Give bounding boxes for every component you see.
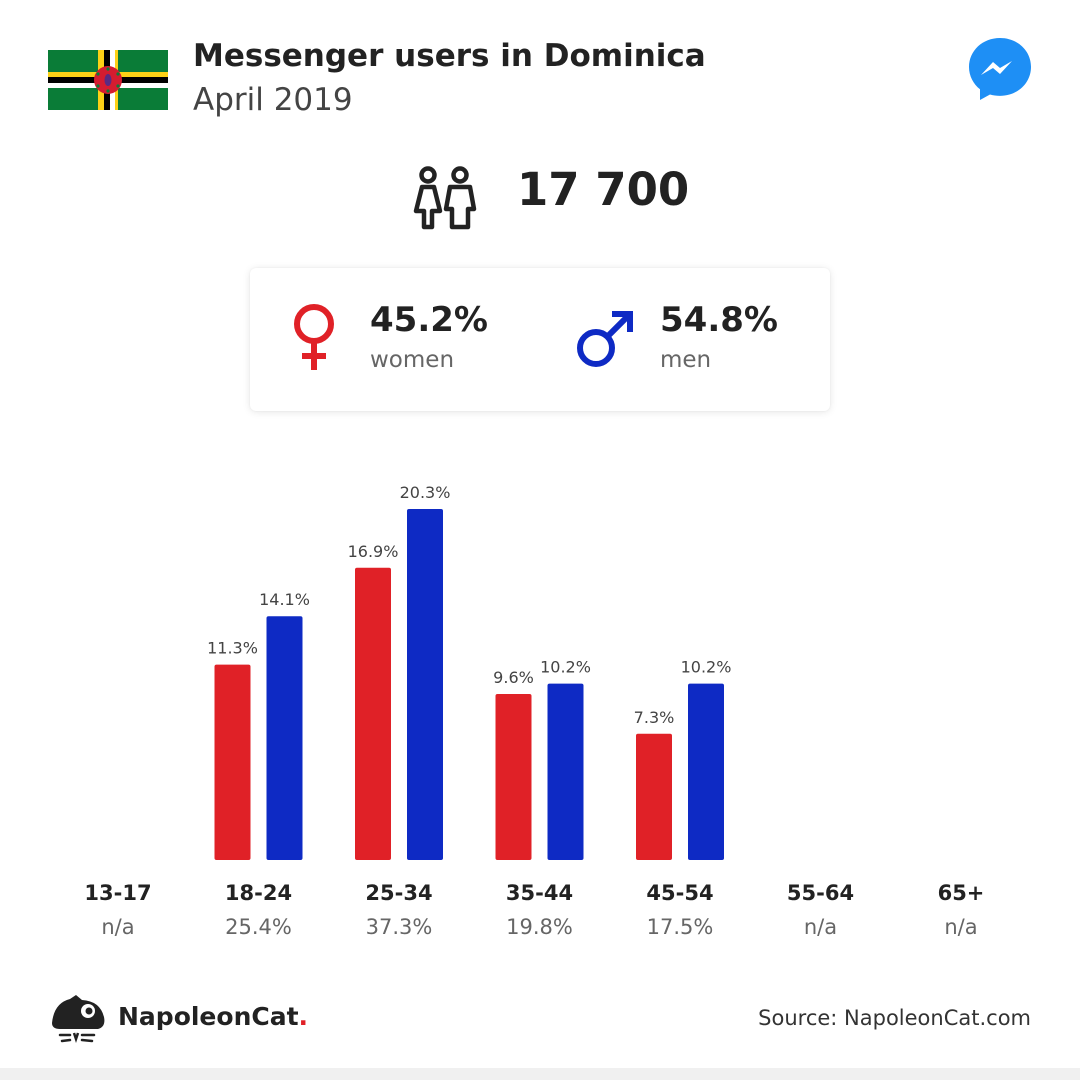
brand-name: NapoleonCat. [118, 1002, 309, 1031]
gender-card [250, 268, 830, 411]
bar-25-34-men [407, 509, 443, 860]
bar-45-54-women [636, 733, 672, 860]
dominica-flag-icon [48, 50, 168, 110]
bar-25-34-women [355, 567, 391, 860]
age-distribution-chart: 13-17 n/a 11.3% 14.1% 18-24 25.4% 16.9% 20.3% 25… [84, 483, 985, 939]
female-icon [294, 304, 334, 370]
bar-35-44-women [495, 694, 532, 860]
bar-value-label: 14.1% [259, 590, 310, 609]
bar-value-label: 11.3% [207, 639, 258, 658]
napoleoncat-logo [52, 995, 105, 1043]
bar-value-label: 16.9% [348, 542, 399, 561]
category-total-label: n/a [804, 915, 837, 939]
category-total-label: 17.5% [647, 915, 714, 939]
bar-18-24-women [214, 664, 251, 860]
women-percentage: 45.2% [370, 300, 488, 340]
bottom-bar [0, 1068, 1080, 1080]
category-label: 45-54 [646, 881, 713, 905]
bar-45-54-men [688, 683, 724, 860]
bar-value-label: 9.6% [493, 668, 534, 687]
category-label: 55-64 [787, 881, 854, 905]
bar-35-44-men [547, 683, 584, 860]
women-label: women [370, 347, 455, 373]
male-icon [577, 311, 633, 367]
people-icon [413, 166, 477, 230]
category-label: 25-34 [365, 881, 432, 905]
category-label: 35-44 [506, 881, 573, 905]
bar-value-label: 10.2% [681, 658, 732, 677]
category-label: 13-17 [84, 881, 151, 905]
total-users: 17 700 [517, 163, 690, 216]
category-label: 18-24 [225, 881, 292, 905]
men-label: men [660, 347, 712, 373]
category-total-label: 25.4% [225, 915, 292, 939]
page-title: Messenger users in Dominica [193, 38, 706, 74]
category-total-label: n/a [944, 915, 977, 939]
bar-18-24-men [266, 616, 303, 860]
category-total-label: n/a [101, 915, 134, 939]
bar-value-label: 10.2% [540, 658, 591, 677]
bar-value-label: 7.3% [634, 708, 675, 727]
bar-value-label: 20.3% [400, 483, 451, 502]
men-percentage: 54.8% [660, 300, 778, 340]
category-total-label: 19.8% [506, 915, 573, 939]
messenger-icon [969, 38, 1031, 100]
category-label: 65+ [938, 881, 985, 905]
category-total-label: 37.3% [366, 915, 433, 939]
source-credit: Source: NapoleonCat.com [758, 1006, 1031, 1030]
page-subtitle: April 2019 [193, 82, 353, 118]
